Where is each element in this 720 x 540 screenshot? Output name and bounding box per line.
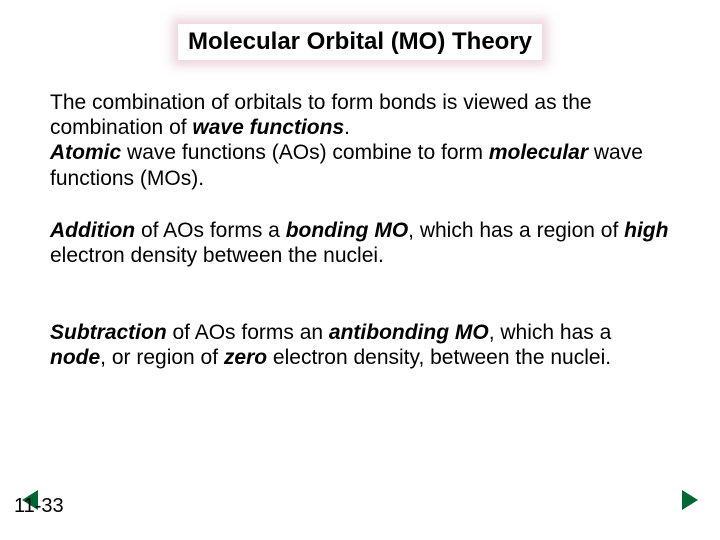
text-run: wave functions (AOs) combine to form	[121, 141, 489, 164]
page-number: 11-33	[14, 495, 64, 518]
text-run: , which has a region of	[408, 219, 624, 242]
text-run: Subtraction	[50, 321, 167, 344]
text-run: , or region of	[100, 346, 224, 369]
text-run: high	[624, 219, 668, 242]
text-run: bonding MO	[286, 219, 408, 242]
text-run: Atomic	[50, 141, 121, 164]
text-run: Addition	[50, 219, 135, 242]
text-run: , which has a	[489, 321, 612, 344]
paragraph-3: Subtraction of AOs forms an antibonding …	[50, 320, 670, 370]
text-run: antibonding MO	[329, 321, 489, 344]
text-run: molecular	[489, 141, 588, 164]
next-arrow-icon[interactable]	[682, 490, 698, 510]
text-run: electron density, between the nuclei.	[267, 346, 611, 369]
text-run: electron density between the nuclei.	[50, 244, 384, 267]
slide: Molecular Orbital (MO) Theory The combin…	[0, 0, 720, 540]
slide-title: Molecular Orbital (MO) Theory	[188, 28, 532, 56]
text-run: wave functions	[192, 116, 344, 139]
text-run: zero	[224, 346, 267, 369]
text-run: .	[344, 116, 350, 139]
paragraph-1: The combination of orbitals to form bond…	[50, 90, 670, 191]
text-run: of AOs forms an	[167, 321, 329, 344]
text-run: node	[50, 346, 100, 369]
text-run: of AOs forms a	[135, 219, 286, 242]
paragraph-2: Addition of AOs forms a bonding MO, whic…	[50, 218, 670, 268]
title-box: Molecular Orbital (MO) Theory	[178, 24, 542, 60]
